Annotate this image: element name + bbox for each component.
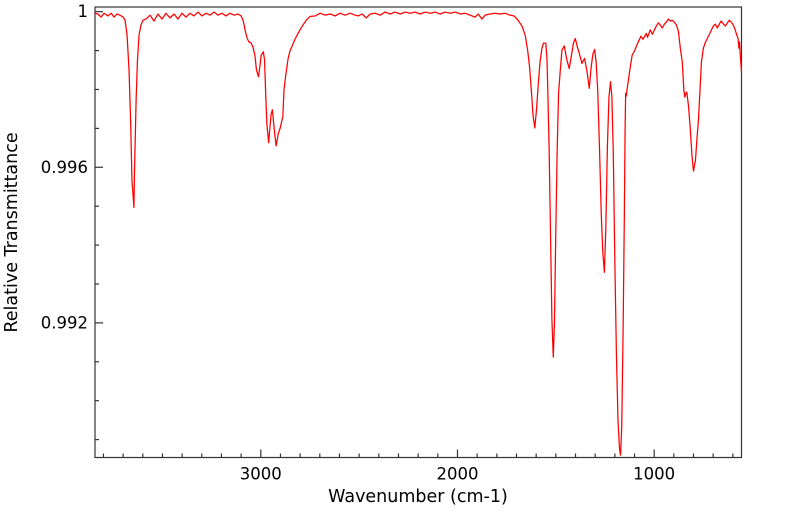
x-tick-label: 2000 [436, 465, 478, 484]
y-tick-label: 0.992 [41, 313, 88, 332]
plot-frame [94, 6, 743, 459]
series-lines [94, 11, 743, 456]
y-axis-title: Relative Transmittance [2, 132, 22, 332]
x-tick-label: 1000 [633, 465, 675, 484]
spectrum-line [94, 11, 743, 456]
axis-tick-labels: 3000 2000 1000 1 0.996 0.992 [41, 2, 675, 483]
x-tick-label: 3000 [240, 465, 282, 484]
axis-ticks [95, 11, 734, 458]
x-axis-title: Wavenumber (cm-1) [328, 487, 508, 507]
y-tick-label: 0.996 [41, 158, 88, 177]
y-tick-label: 1 [78, 2, 89, 21]
